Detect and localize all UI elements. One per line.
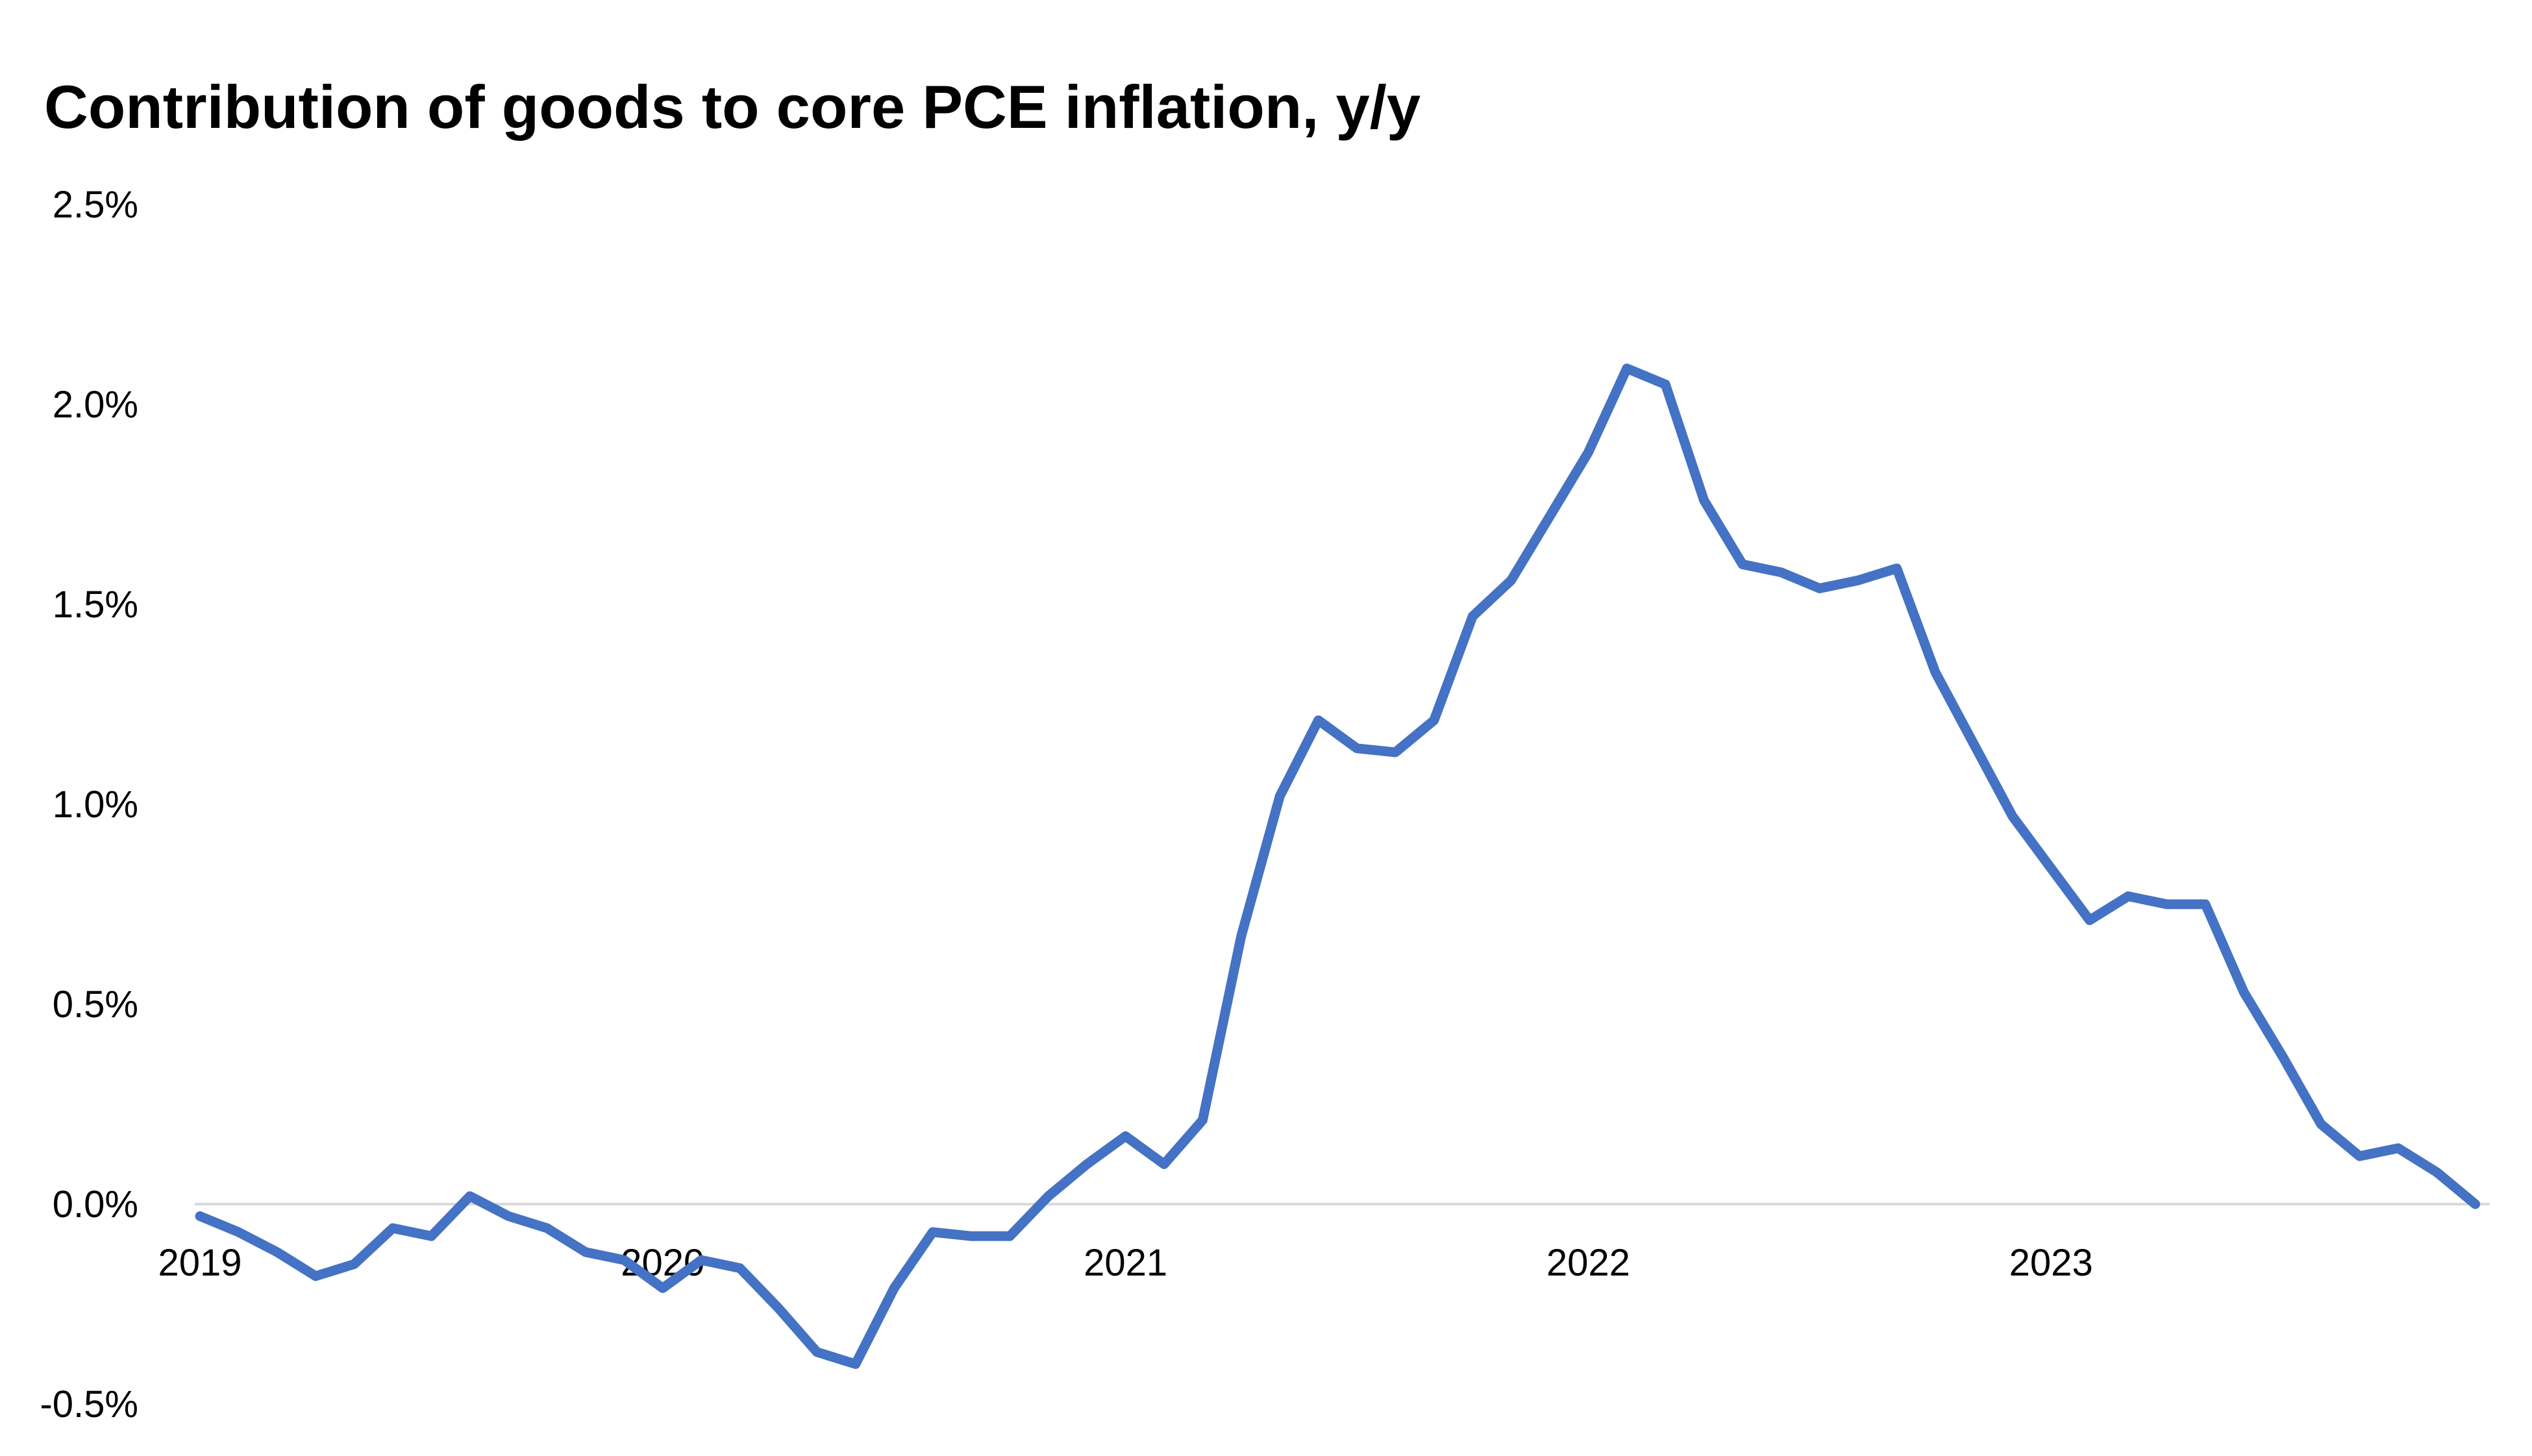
y-tick-label: 1.5% <box>53 584 138 626</box>
y-axis: 2.5% 2.0% 1.5% 1.0% 0.5% 0.0% -0.5% <box>40 184 138 1425</box>
x-tick-label: 2023 <box>2009 1242 2093 1284</box>
y-tick-label: 2.0% <box>53 384 138 426</box>
x-axis: 2019 2020 2021 2022 2023 <box>158 1242 2092 1284</box>
x-tick-label: 2019 <box>158 1242 242 1284</box>
series-group <box>195 364 2481 1369</box>
series-line <box>195 364 2481 1369</box>
y-tick-label: 0.0% <box>53 1183 138 1226</box>
x-tick-label: 2022 <box>1546 1242 1630 1284</box>
y-tick-label: 0.5% <box>53 983 138 1026</box>
chart-title: Contribution of goods to core PCE inflat… <box>44 73 1421 141</box>
y-tick-label: 2.5% <box>53 184 138 226</box>
y-tick-label: 1.0% <box>53 784 138 826</box>
x-tick-label: 2021 <box>1084 1242 1167 1284</box>
y-tick-label: -0.5% <box>40 1383 138 1425</box>
